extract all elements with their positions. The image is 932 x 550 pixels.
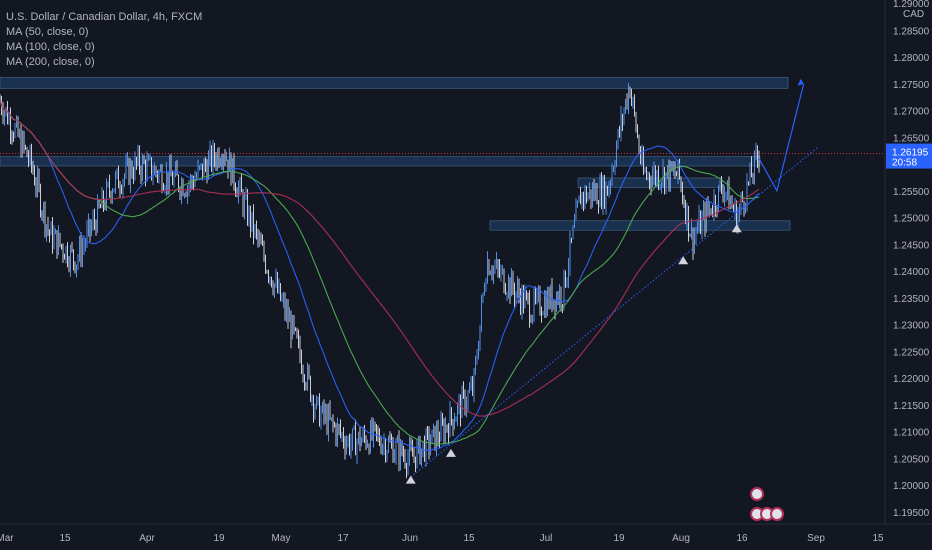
price-tick: 1.28500 [893,26,930,37]
price-tick: 1.28000 [893,53,930,64]
pivot-marker[interactable] [445,448,456,457]
time-tick: Mar [0,533,14,544]
ma-50-line[interactable] [0,99,760,451]
time-tick: Aug [672,533,690,544]
price-tick: 1.21500 [893,401,930,412]
time-tick: May [272,533,291,544]
price-tick: 1.19500 [893,508,930,519]
bar-countdown: 20:58 [892,158,917,169]
economic-events[interactable] [750,487,784,521]
pivot-marker[interactable] [678,256,689,265]
ma-200-label[interactable]: MA (200, close, 0) [6,56,95,68]
price-tick: 1.21000 [893,428,930,439]
price-tick: 1.27000 [893,107,930,118]
time-tick: 19 [613,533,625,544]
price-tick: 1.25000 [893,214,930,225]
price-tick: 1.23500 [893,294,930,305]
last-price-text: 1.26195 [892,148,929,159]
time-tick: 16 [736,533,748,544]
price-axis-panel[interactable] [885,0,932,550]
price-tick: 1.24500 [893,240,930,251]
price-tick: 1.23000 [893,321,930,332]
chart-legend: U.S. Dollar / Canadian Dollar, 4h, FXCM … [6,10,202,70]
last-price-tag[interactable] [886,143,932,169]
price-tick: 1.24000 [893,267,930,278]
time-tick: Jun [402,533,418,544]
price-tick: 1.25500 [893,187,930,198]
symbol-title[interactable]: U.S. Dollar / Canadian Dollar, 4h, FXCM [6,11,203,23]
event-icon[interactable] [750,487,764,501]
time-tick: 15 [872,533,884,544]
time-tick: Apr [139,533,155,544]
pivot-marker[interactable] [731,224,742,233]
price-tick: 1.22000 [893,374,930,385]
price-tick: 1.27500 [893,80,930,91]
time-tick: 15 [59,533,71,544]
price-tick-top: 1.29000 [893,0,930,10]
pivot-marker[interactable] [405,475,416,484]
ma-200-line[interactable] [0,99,760,417]
time-tick: 19 [213,533,225,544]
currency-label: CAD [903,9,924,20]
sr-zone[interactable] [577,177,723,188]
price-tick: 1.22500 [893,347,930,358]
arrow-head [797,78,804,86]
projection-arrow[interactable] [758,83,805,193]
price-tick: 1.20000 [893,481,930,492]
time-tick: Jul [540,533,553,544]
sr-zone[interactable] [0,77,789,89]
price-tick: 1.20500 [893,454,930,465]
sr-zone[interactable] [0,156,761,167]
time-tick: 17 [337,533,349,544]
sr-zone[interactable] [489,220,791,231]
price-tick: 1.26500 [893,133,930,144]
time-tick: 15 [463,533,475,544]
event-flag-icon[interactable] [770,507,784,521]
plot-area[interactable] [0,77,885,484]
ma-100-label[interactable]: MA (100, close, 0) [6,41,95,53]
ma-100-line[interactable] [0,99,760,445]
ma-50-label[interactable]: MA (50, close, 0) [6,26,89,38]
time-tick: Sep [807,533,825,544]
